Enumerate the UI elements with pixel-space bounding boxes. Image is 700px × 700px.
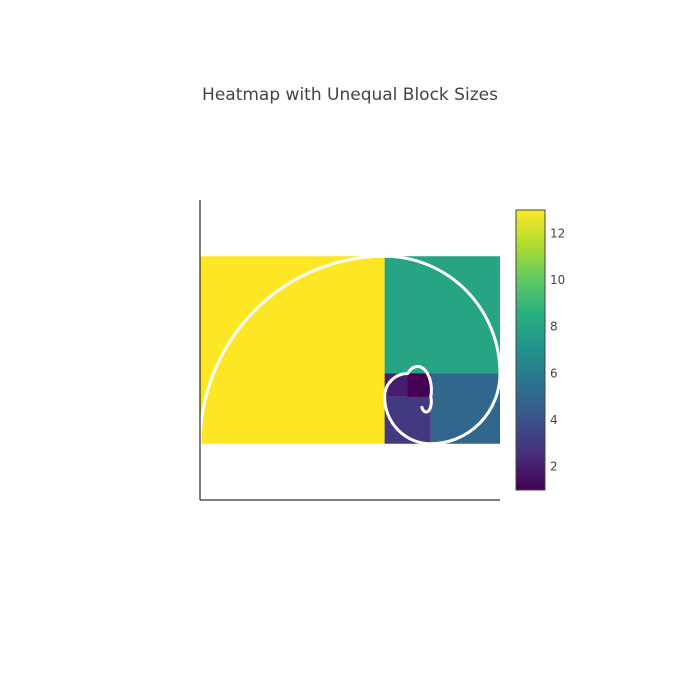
- colorbar: 2 4 6 8 10 12: [515, 209, 565, 491]
- heatmap-cell-5: [407, 373, 431, 397]
- colorbar-tick-label-0: 2: [550, 460, 558, 474]
- heatmap-cell-2: [430, 373, 500, 444]
- colorbar-ticks: 2 4 6 8 10 12: [550, 226, 565, 473]
- colorbar-tick-label-1: 4: [550, 413, 558, 427]
- colorbar-gradient: [515, 209, 546, 491]
- golden-spiral: [200, 254, 500, 446]
- spiral-path: [200, 254, 500, 446]
- heatmap-cells: [200, 256, 500, 444]
- heatmap-cell-1: [384, 256, 500, 374]
- chart-title: Heatmap with Unequal Block Sizes: [202, 85, 498, 105]
- colorbar-tick-label-2: 6: [550, 366, 558, 380]
- colorbar-tick-label-4: 10: [550, 273, 565, 287]
- colorbar-tick-label-5: 12: [550, 226, 565, 240]
- heatmap-cell-0: [200, 256, 385, 444]
- colorbar-tick-label-3: 8: [550, 320, 558, 334]
